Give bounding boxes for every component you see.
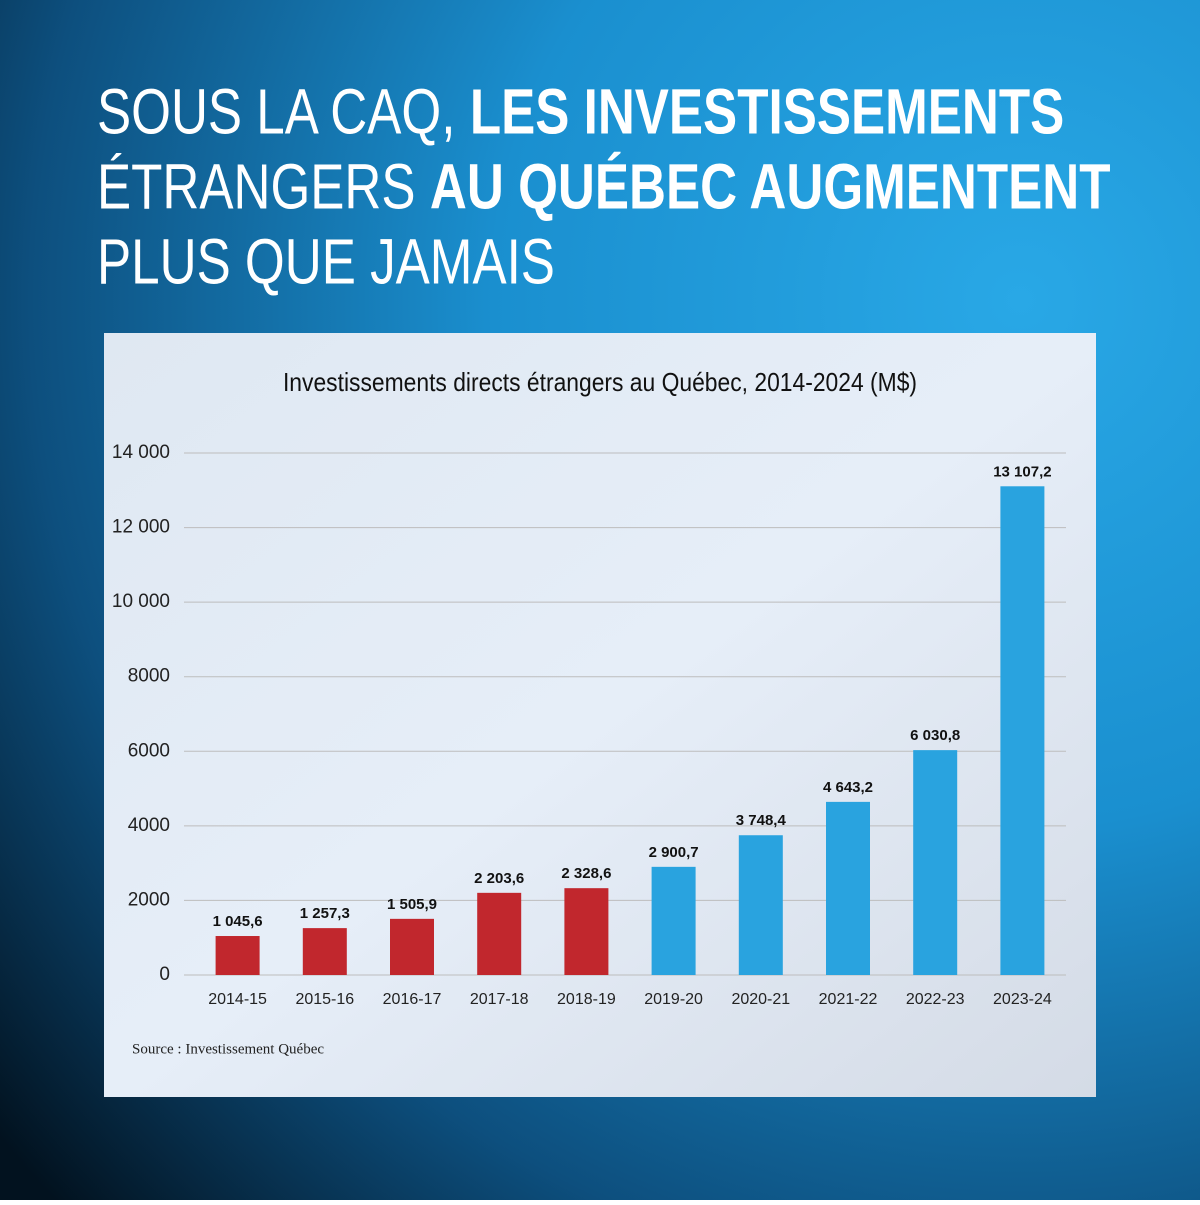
- y-tick-label: 2000: [128, 889, 170, 910]
- bar: [826, 801, 870, 975]
- bar: [215, 936, 260, 975]
- y-tick-label: 10 000: [112, 591, 170, 612]
- y-tick-label: 8000: [128, 666, 170, 687]
- headline-line: ÉTRANGERS AU QUÉBEC AUGMENTENT: [97, 153, 1111, 224]
- headline-line: SOUS LA CAQ, LES INVESTISSEMENTS: [97, 78, 1064, 149]
- chart-title: Investissements directs étrangers au Qué…: [283, 369, 917, 398]
- headline: SOUS LA CAQ, LES INVESTISSEMENTSÉTRANGERS…: [97, 78, 1111, 299]
- x-tick-label: 2015-16: [295, 991, 354, 1008]
- x-tick-label: 2023-24: [993, 991, 1052, 1008]
- bar: [738, 835, 783, 975]
- headline-segment: LES INVESTISSEMENTS: [470, 78, 1064, 149]
- value-label: 13 107,2: [993, 463, 1051, 480]
- headline-segment: SOUS LA CAQ,: [97, 78, 455, 149]
- headline-line: PLUS QUE JAMAIS: [97, 228, 555, 299]
- headline-segment: ÉTRANGERS: [97, 153, 416, 224]
- y-tick-label: 12 000: [112, 517, 170, 538]
- y-tick-label: 14 000: [112, 442, 170, 463]
- bar: [564, 888, 609, 975]
- value-label: 2 900,7: [649, 844, 699, 861]
- value-label: 1 257,3: [300, 905, 350, 922]
- x-tick-label: 2022-23: [906, 991, 965, 1008]
- x-tick-label: 2016-17: [383, 991, 442, 1008]
- bar: [390, 918, 434, 975]
- chart: Investissements directs étrangers au Qué…: [112, 369, 1066, 1057]
- x-tick-label: 2014-15: [208, 991, 267, 1008]
- value-label: 1 505,9: [387, 896, 437, 913]
- x-tick-label: 2018-19: [557, 991, 616, 1008]
- value-label: 2 203,6: [474, 870, 524, 887]
- x-tick-label: 2020-21: [731, 991, 790, 1008]
- bar: [913, 750, 958, 975]
- x-tick-label: 2021-22: [819, 991, 878, 1008]
- value-label: 6 030,8: [910, 727, 960, 744]
- value-label: 3 748,4: [736, 812, 787, 829]
- value-label: 4 643,2: [823, 779, 873, 796]
- bar: [651, 866, 696, 975]
- value-label: 2 328,6: [561, 865, 611, 882]
- value-label: 1 045,6: [213, 913, 263, 930]
- y-tick-label: 6000: [128, 740, 170, 761]
- bar: [1000, 486, 1045, 975]
- chart-panel: [104, 333, 1096, 1097]
- bar: [477, 892, 522, 975]
- headline-segment: PLUS QUE JAMAIS: [97, 228, 555, 299]
- x-tick-label: 2019-20: [644, 991, 703, 1008]
- y-tick-label: 0: [159, 964, 170, 985]
- headline-segment: AU QUÉBEC AUGMENTENT: [430, 153, 1111, 224]
- source-note: Source : Investissement Québec: [132, 1041, 324, 1057]
- bar: [302, 928, 347, 975]
- y-tick-label: 4000: [128, 815, 170, 836]
- x-tick-label: 2017-18: [470, 991, 529, 1008]
